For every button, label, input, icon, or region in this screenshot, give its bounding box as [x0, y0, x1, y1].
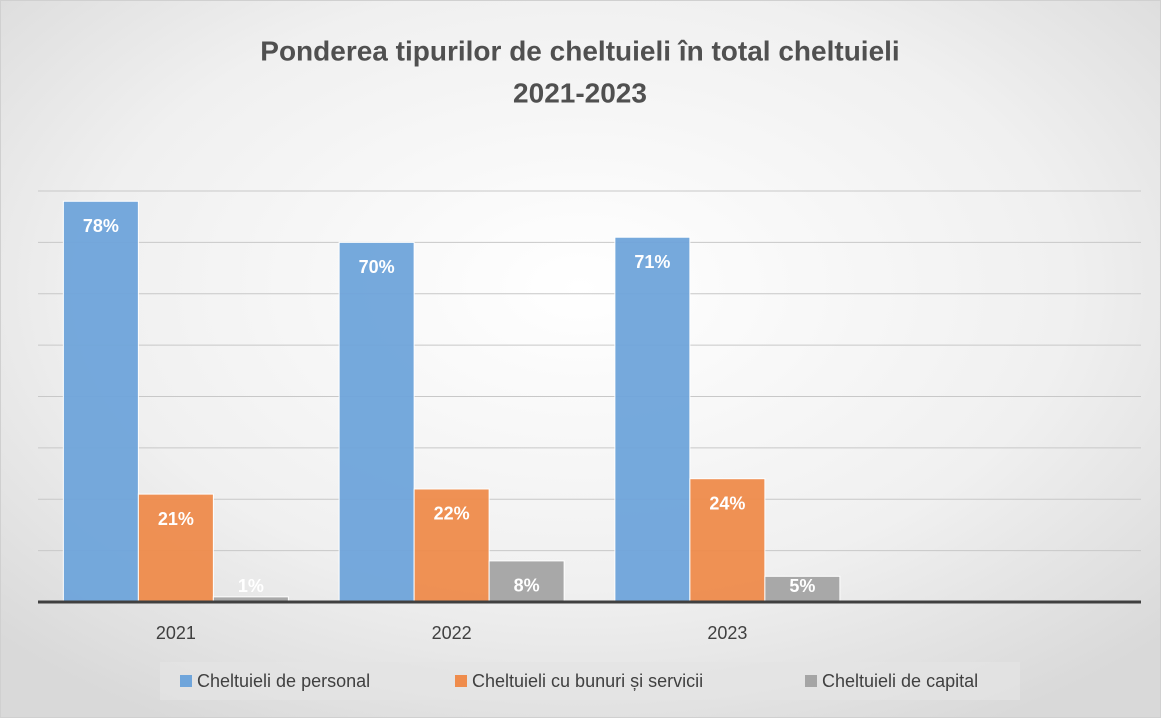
data-label: 5%	[789, 576, 815, 596]
legend-label: Cheltuieli de capital	[822, 671, 978, 691]
bar	[137, 493, 214, 603]
legend-label: Cheltuieli de personal	[197, 671, 370, 691]
legend-swatch	[805, 675, 817, 687]
data-label: 78%	[83, 216, 119, 236]
x-tick-label: 2023	[707, 623, 747, 643]
chart-title: Ponderea tipurilor de cheltuieli în tota…	[260, 35, 899, 66]
bar	[338, 241, 415, 603]
data-label: 21%	[158, 509, 194, 529]
legend-swatch	[455, 675, 467, 687]
x-tick-label: 2022	[432, 623, 472, 643]
legend-label: Cheltuieli cu bunuri și servicii	[472, 671, 703, 691]
bar	[614, 236, 691, 603]
legend-box	[160, 662, 1020, 700]
data-label: 22%	[434, 504, 470, 524]
data-label: 24%	[709, 493, 745, 513]
bar	[62, 200, 139, 603]
data-label: 1%	[238, 576, 264, 596]
data-label: 71%	[634, 252, 670, 272]
data-label: 8%	[514, 576, 540, 596]
legend-swatch	[180, 675, 192, 687]
chart-title: 2021-2023	[513, 77, 647, 108]
bar	[764, 575, 841, 603]
bar	[488, 560, 565, 603]
x-tick-label: 2021	[156, 623, 196, 643]
bar	[413, 488, 490, 603]
data-label: 70%	[359, 257, 395, 277]
bar	[689, 478, 766, 603]
